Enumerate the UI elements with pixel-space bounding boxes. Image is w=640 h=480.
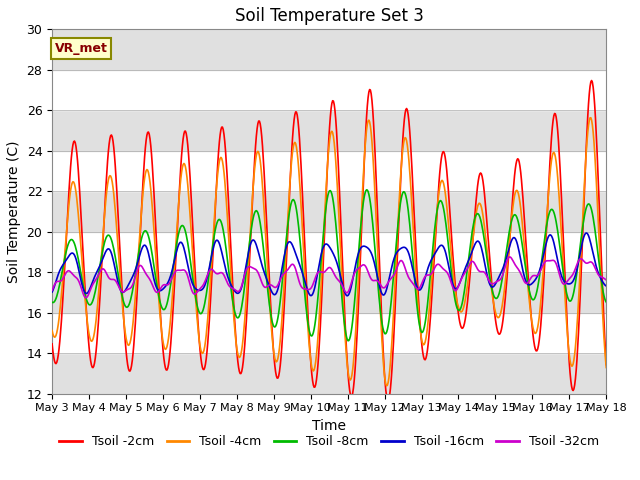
- Bar: [52, 29, 606, 70]
- Bar: [52, 312, 606, 353]
- Bar: [52, 110, 606, 151]
- Text: VR_met: VR_met: [55, 42, 108, 55]
- Bar: [52, 70, 606, 110]
- X-axis label: Time: Time: [312, 419, 346, 433]
- Bar: [52, 151, 606, 191]
- Y-axis label: Soil Temperature (C): Soil Temperature (C): [7, 140, 21, 283]
- Bar: [52, 272, 606, 312]
- Bar: [52, 232, 606, 272]
- Title: Soil Temperature Set 3: Soil Temperature Set 3: [235, 7, 424, 25]
- Bar: [52, 191, 606, 232]
- Legend: Tsoil -2cm, Tsoil -4cm, Tsoil -8cm, Tsoil -16cm, Tsoil -32cm: Tsoil -2cm, Tsoil -4cm, Tsoil -8cm, Tsoi…: [54, 430, 604, 453]
- Bar: [52, 353, 606, 394]
